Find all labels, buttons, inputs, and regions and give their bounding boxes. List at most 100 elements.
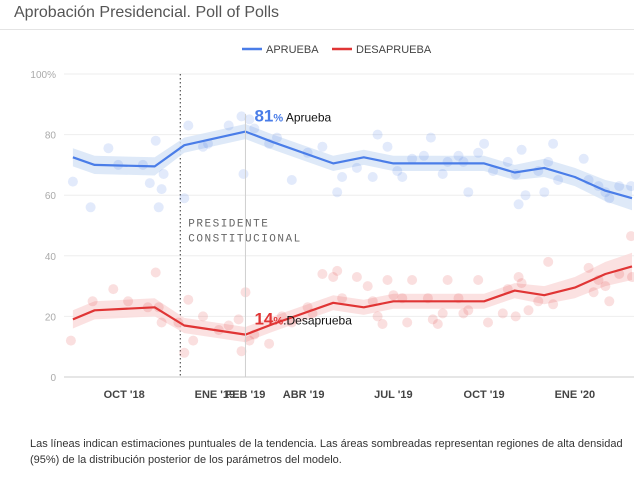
poll-point-desaprueba [153, 302, 164, 313]
poll-point-aprueba [510, 169, 521, 179]
trend-line-aprueba [72, 130, 633, 200]
x-tick-label: OCT '19 [464, 389, 505, 401]
x-tick-label: ABR '19 [283, 389, 325, 401]
poll-point-aprueba [156, 184, 167, 195]
legend-label-desaprueba: DESAPRUEBA [356, 44, 432, 56]
poll-point-desaprueba [473, 275, 484, 285]
poll-point-aprueba [479, 138, 490, 149]
poll-point-aprueba [236, 111, 247, 122]
poll-point-desaprueba [402, 317, 413, 328]
poll-point-desaprueba [516, 278, 527, 289]
x-tick-label: FEB '19 [225, 389, 265, 401]
poll-point-desaprueba [626, 231, 634, 242]
poll-point-desaprueba [362, 281, 373, 292]
poll-point-aprueba [520, 190, 531, 201]
poll-point-aprueba [272, 132, 282, 143]
poll-point-aprueba [502, 156, 513, 167]
poll-point-aprueba [458, 156, 469, 167]
poll-point-desaprueba [372, 311, 383, 322]
poll-point-aprueba [604, 193, 615, 204]
poll-point-aprueba [351, 162, 362, 173]
poll-point-aprueba [332, 187, 343, 198]
band-aprueba [72, 124, 632, 211]
annotation-desaprueba: 14%.Desaprueba [254, 310, 352, 329]
y-tick-label: 60 [45, 191, 57, 202]
y-tick-label: 20 [45, 312, 57, 323]
poll-point-aprueba [382, 141, 393, 152]
poll-point-desaprueba [87, 296, 98, 307]
poll-point-desaprueba [588, 287, 599, 298]
poll-point-aprueba [103, 143, 114, 154]
poll-point-desaprueba [604, 296, 615, 307]
poll-point-aprueba [453, 150, 464, 161]
poll-point-desaprueba [442, 275, 453, 285]
event-label-line1: PRESIDENTE [188, 218, 269, 230]
poll-point-desaprueba [65, 335, 76, 346]
poll-point-aprueba [392, 166, 403, 176]
poll-point-aprueba [543, 156, 554, 167]
poll-point-desaprueba [337, 293, 348, 304]
poll-point-desaprueba [264, 338, 275, 349]
poll-point-desaprueba [388, 290, 399, 301]
page-title: Aprobación Presidencial. Poll of Polls [14, 4, 280, 21]
poll-point-desaprueba [183, 294, 194, 305]
legend-label-aprueba: APRUEBA [266, 44, 319, 56]
x-tick-label: OCT '18 [104, 389, 145, 401]
poll-point-desaprueba [432, 319, 443, 329]
gridlines [64, 73, 634, 378]
poll-point-aprueba [198, 141, 208, 152]
y-tick-label: 0 [50, 373, 56, 384]
poll-point-desaprueba [198, 311, 208, 322]
poll-point-aprueba [244, 114, 255, 125]
poll-point-desaprueba [351, 272, 362, 282]
poll-point-desaprueba [548, 299, 559, 310]
legend: APRUEBA DESAPRUEBA [242, 44, 432, 56]
poll-point-desaprueba [188, 335, 199, 346]
trend-line-desaprueba [72, 265, 633, 336]
poll-point-desaprueba [600, 281, 611, 292]
poll-point-aprueba [578, 153, 589, 164]
poll-point-aprueba [397, 172, 408, 182]
annotation-percent-sign: % [273, 316, 283, 328]
poll-point-aprueba [144, 178, 155, 189]
poll-point-aprueba [238, 169, 249, 179]
event-label-line2: CONSTITUCIONAL [188, 234, 301, 246]
poll-point-desaprueba [244, 335, 255, 346]
poll-point-desaprueba [367, 296, 378, 307]
annotation-label: .Desaprueba [283, 314, 352, 328]
poll-point-aprueba [223, 120, 234, 131]
annotation-value: 81 [254, 107, 273, 126]
poll-point-aprueba [437, 169, 448, 179]
poll-point-desaprueba [332, 265, 343, 276]
poll-point-desaprueba [458, 308, 469, 319]
poll-point-desaprueba [317, 269, 328, 279]
poll-point-aprueba [286, 175, 297, 185]
poll-point-aprueba [372, 129, 383, 140]
poll-point-aprueba [553, 175, 564, 185]
confidence-bands [72, 124, 632, 343]
poll-point-desaprueba [223, 320, 234, 331]
y-tick-label: 100% [30, 70, 56, 81]
x-tick-label: ENE '19 [195, 389, 236, 401]
poll-point-aprueba [158, 169, 169, 179]
poll-point-desaprueba [483, 317, 493, 328]
y-tick-label: 80 [45, 131, 57, 142]
poll-point-desaprueba [627, 272, 634, 282]
poll-point-aprueba [513, 199, 524, 210]
poll-point-desaprueba [510, 311, 521, 322]
poll-points [65, 111, 634, 358]
poll-point-desaprueba [108, 284, 119, 295]
poll-point-desaprueba [123, 296, 134, 307]
poll-point-aprueba [488, 166, 498, 176]
poll-point-aprueba [473, 147, 484, 158]
poll-point-aprueba [137, 159, 148, 170]
poll-point-desaprueba [583, 262, 594, 273]
poll-point-desaprueba [543, 256, 554, 267]
title-divider [0, 29, 634, 30]
annotation-value: 14 [254, 310, 273, 329]
methodology-note: Las líneas indican estimaciones puntuale… [30, 438, 623, 466]
poll-point-desaprueba [286, 317, 297, 328]
approval-chart: APRUEBA DESAPRUEBA 0 20 40 60 80 100% OCT '18… [30, 44, 634, 401]
poll-point-aprueba [626, 181, 634, 192]
